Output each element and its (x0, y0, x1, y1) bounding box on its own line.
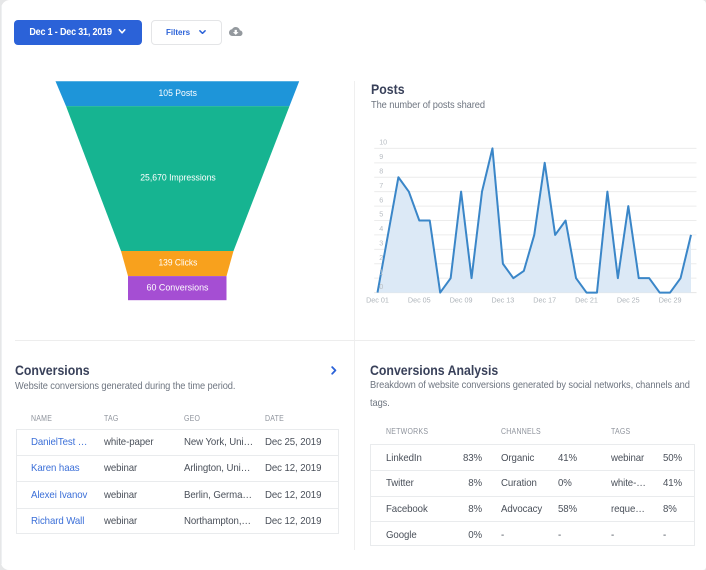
svg-text:3: 3 (379, 239, 383, 248)
svg-text:0: 0 (379, 282, 383, 291)
svg-text:8: 8 (379, 166, 383, 175)
svg-text:2: 2 (379, 253, 383, 262)
svg-text:9: 9 (379, 152, 383, 161)
svg-text:105 Posts: 105 Posts (159, 88, 198, 98)
svg-text:7: 7 (379, 181, 383, 190)
svg-text:Dec 05: Dec 05 (408, 296, 431, 305)
svg-text:Dec 01: Dec 01 (366, 296, 389, 305)
svg-text:Dec 09: Dec 09 (450, 296, 473, 305)
svg-text:4: 4 (379, 224, 383, 233)
svg-text:139 Clicks: 139 Clicks (158, 258, 197, 268)
svg-text:60 Conversions: 60 Conversions (147, 283, 209, 293)
svg-text:1: 1 (379, 267, 383, 276)
svg-text:Dec 17: Dec 17 (533, 296, 556, 305)
svg-text:10: 10 (379, 138, 387, 147)
svg-text:25,670 Impressions: 25,670 Impressions (140, 172, 216, 182)
svg-text:Dec 13: Dec 13 (492, 296, 515, 305)
svg-text:Dec 29: Dec 29 (659, 296, 682, 305)
svg-text:5: 5 (379, 210, 383, 219)
svg-text:Dec 25: Dec 25 (617, 296, 640, 305)
svg-text:Dec 21: Dec 21 (575, 296, 598, 305)
svg-text:6: 6 (379, 195, 383, 204)
